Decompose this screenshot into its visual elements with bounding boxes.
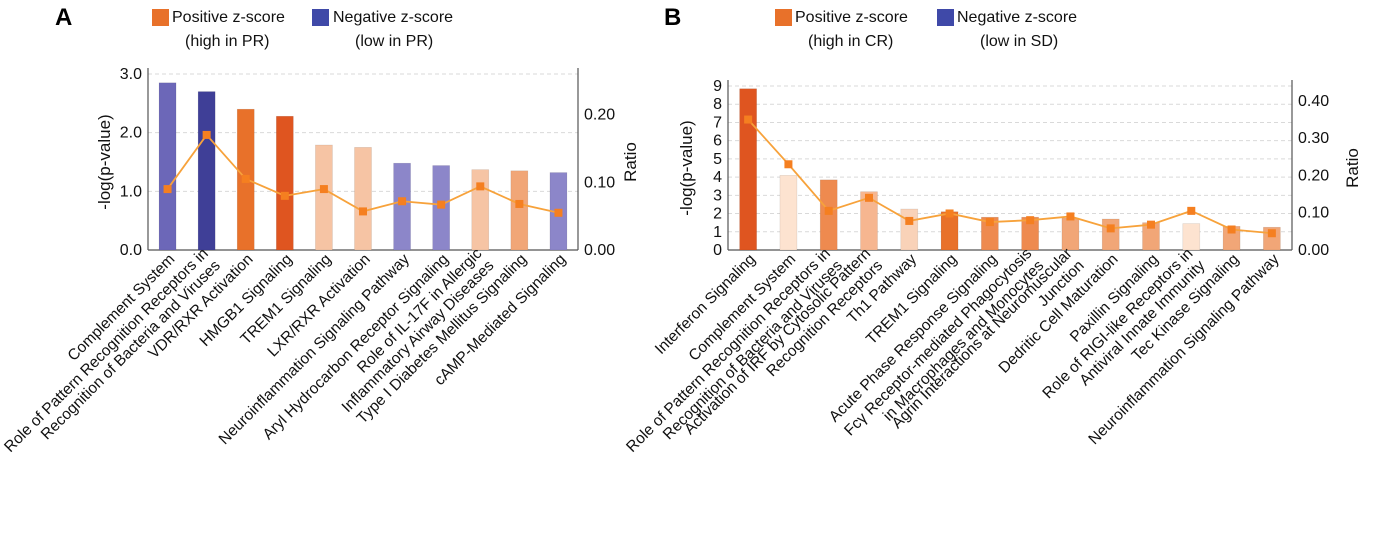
y2-tick-label: 0.20	[584, 107, 615, 124]
panel-a-legend-positive-swatch	[152, 9, 169, 26]
ratio-point	[1026, 216, 1035, 225]
ratio-point	[515, 199, 524, 208]
bar	[158, 82, 177, 251]
panel-a-legend-negative-swatch	[312, 9, 329, 26]
bar	[276, 115, 294, 251]
bar	[471, 169, 490, 251]
category-label: Role of Pattern Recognition Receptors in…	[1, 245, 224, 468]
ratio-point	[824, 206, 833, 215]
ratio-point	[437, 200, 446, 209]
bar	[393, 162, 411, 251]
ratio-point	[744, 115, 753, 124]
ratio-point	[905, 216, 914, 225]
bar	[1061, 217, 1080, 251]
bar	[510, 170, 529, 251]
y-tick-label: 3.0	[120, 66, 142, 83]
y-tick-label: 1	[713, 224, 722, 241]
y2-tick-label: 0.10	[584, 174, 615, 191]
panel-b-legend-positive-line2: (high in CR)	[808, 33, 893, 50]
bar	[860, 191, 878, 251]
ratio-point	[945, 209, 954, 218]
ratio-point	[554, 208, 563, 217]
ratio-point	[163, 185, 172, 194]
y-axis-title: -log(p-value)	[95, 114, 114, 209]
y2-tick-label: 0.00	[1298, 242, 1329, 259]
panel-a-legend-positive-line1: Positive z-score	[172, 9, 285, 26]
ratio-point	[1147, 220, 1155, 229]
bar	[354, 147, 372, 251]
panel-b-legend-negative-line1: Negative z-score	[957, 9, 1077, 26]
chart-a: 0.0 1.0 2.0 3.0 0.00 0.10 0.20 -log(p-value) Rat…	[1, 66, 640, 468]
ratio-point	[359, 207, 367, 216]
y2-tick-label: 0.10	[1298, 205, 1329, 222]
y-tick-label: 0	[713, 242, 722, 259]
bar	[819, 179, 838, 251]
panel-b-legend-positive-swatch	[775, 9, 792, 26]
y2-tick-label: 0.30	[1298, 130, 1329, 147]
bar	[1182, 223, 1201, 251]
bar	[197, 91, 216, 251]
ratio-point	[1066, 212, 1075, 221]
ratio-point	[865, 193, 873, 202]
panel-b-legend-negative-line2: (low in SD)	[980, 33, 1058, 50]
ratio-point	[985, 218, 994, 227]
panel-b-letter: B	[664, 4, 681, 31]
ratio-point	[476, 182, 485, 191]
y-tick-label: 1.0	[120, 183, 142, 200]
y-tick-label: 3	[713, 187, 722, 204]
ratio-point	[398, 197, 407, 206]
ratio-point	[1227, 225, 1236, 234]
bar	[981, 216, 999, 251]
ratio-point	[1267, 229, 1276, 238]
y-axis-title: -log(p-value)	[677, 120, 696, 215]
bar	[739, 88, 757, 251]
panel-b-legend-positive-line1: Positive z-score	[795, 9, 908, 26]
y-tick-label: 6	[713, 133, 722, 150]
ratio-point	[241, 174, 250, 183]
y2-tick-label: 0.40	[1298, 93, 1329, 110]
y2-tick-label: 0.20	[1298, 167, 1329, 184]
panel-b-legend-negative-swatch	[937, 9, 954, 26]
y2-axis-title: Ratio	[621, 142, 640, 182]
y-tick-label: 2.0	[120, 125, 142, 142]
panel-a-legend-negative-line1: Negative z-score	[333, 9, 453, 26]
y-tick-label: 2	[713, 206, 722, 223]
ratio-point	[202, 130, 211, 139]
y-tick-label: 5	[713, 151, 722, 168]
y-tick-label: 8	[713, 96, 722, 113]
y-tick-label: 0.0	[120, 242, 142, 259]
ratio-line	[747, 118, 1272, 235]
ratio-point	[319, 185, 328, 194]
bar	[900, 208, 919, 251]
panel-a-legend-negative-line2: (low in PR)	[355, 33, 433, 50]
panel-a-letter: A	[55, 4, 72, 31]
y-tick-label: 4	[713, 169, 722, 186]
panel-a-legend-positive-line2: (high in PR)	[185, 33, 269, 50]
y2-tick-label: 0.00	[584, 242, 615, 259]
y-tick-label: 9	[713, 78, 722, 95]
ratio-point	[280, 191, 289, 200]
bar	[315, 144, 333, 251]
bar	[1101, 218, 1120, 251]
y2-axis-title: Ratio	[1343, 148, 1362, 188]
ratio-point	[1187, 206, 1196, 215]
bar	[940, 211, 959, 251]
ratio-point	[1106, 224, 1115, 233]
y-tick-label: 7	[713, 114, 722, 131]
bar	[779, 174, 798, 251]
ratio-point	[784, 160, 793, 169]
